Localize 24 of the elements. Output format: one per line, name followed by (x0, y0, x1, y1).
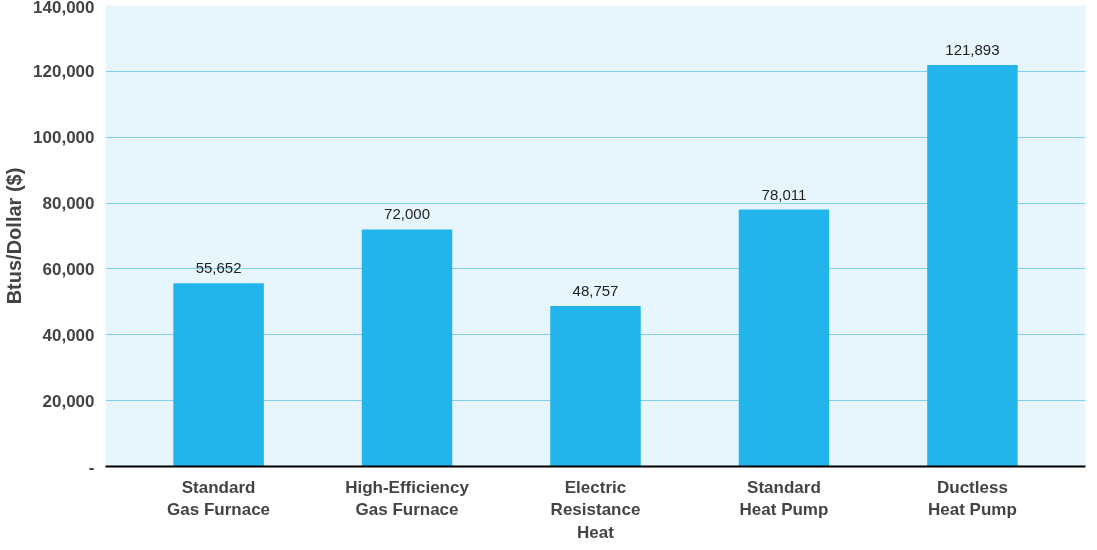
x-tick-label: Electric Resistance Heat (550, 477, 641, 543)
y-tick-label: 60,000 (42, 259, 95, 279)
bar (173, 283, 264, 467)
bar (738, 209, 830, 467)
x-tick-label: Standard Gas Furnace (167, 477, 271, 520)
data-label: 72,000 (384, 205, 430, 223)
y-tick-label: - (88, 457, 95, 477)
bar (361, 229, 453, 467)
y-tick-label: 140,000 (33, 0, 95, 17)
y-tick-label: 20,000 (42, 391, 95, 411)
data-label: 78,011 (761, 185, 807, 203)
bar (927, 65, 1018, 467)
data-label: 48,757 (572, 281, 619, 299)
y-tick-label: 120,000 (33, 62, 95, 82)
y-tick-label: 80,000 (42, 194, 95, 214)
bar (550, 305, 641, 467)
x-tick-label: Ductless Heat Pump (928, 477, 1017, 520)
x-tick-label: High-Efficiency Gas Furnace (345, 477, 470, 520)
y-tick-label: 40,000 (42, 325, 95, 345)
data-label: 55,652 (195, 259, 242, 277)
data-label: 121,893 (945, 41, 1000, 59)
x-tick-label: Standard Heat Pump (739, 477, 829, 520)
y-axis-title: Btus/Dollar ($) (3, 167, 26, 305)
y-tick-label: 100,000 (33, 128, 95, 148)
